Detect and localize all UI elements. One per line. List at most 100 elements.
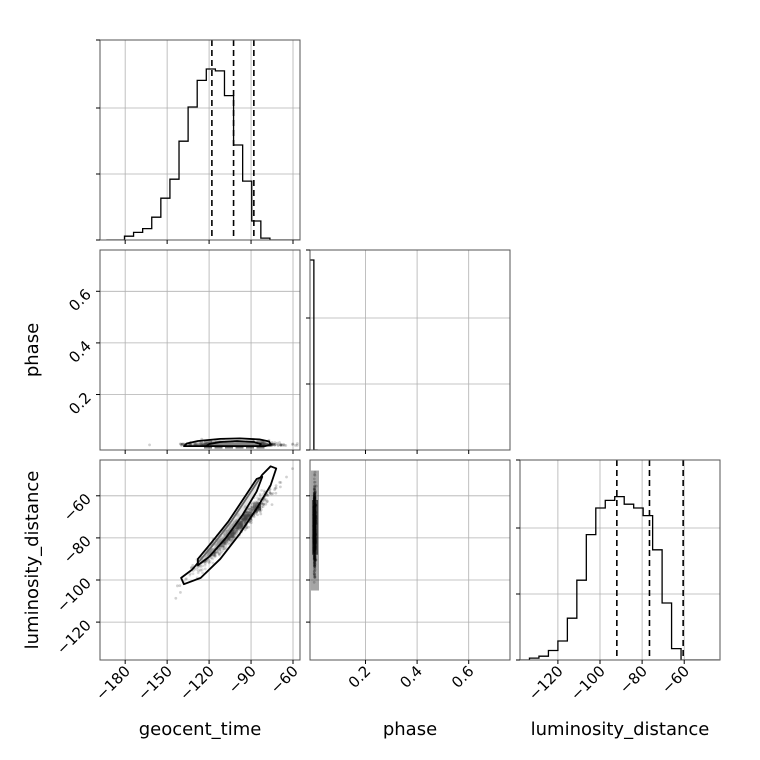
sample-point [218,548,222,552]
sample-point [313,569,316,573]
sample-point [233,531,237,535]
sample-point [256,496,260,500]
sample-point [241,518,244,521]
sample-point [222,547,226,551]
sample-point [313,494,316,498]
x-tick-label-3: −90 [225,662,260,697]
sample-point [313,563,317,567]
sample-point [279,443,283,447]
sample-point [313,569,316,573]
sample-point [215,550,219,554]
sample-point [313,496,316,499]
sample-point [219,547,222,551]
sample-point [243,519,247,523]
y-tick-label-1: 0.4 [65,337,95,367]
sample-point [227,538,231,541]
sample-point [312,495,316,499]
sample-point [291,442,295,446]
sample-point [313,558,317,562]
sample-point [313,554,316,558]
sample-point [264,442,268,446]
sample-point [234,530,238,533]
sample-point [313,574,316,577]
sample-point [227,537,231,541]
sample-point [179,590,182,594]
sample-point [313,494,316,498]
sample-point [217,551,221,555]
sample-point [265,500,269,504]
sample-point [313,555,317,559]
sample-point [221,547,225,551]
contour-level-2 [197,475,264,567]
sample-point [231,537,235,541]
sample-point [241,517,245,521]
sample-point [313,563,316,567]
sample-point [262,489,266,493]
sample-point [313,492,317,495]
sample-point [193,442,197,446]
sample-point [233,531,237,535]
sample-point [174,596,178,600]
sample-point [250,508,254,512]
sample-point [219,551,223,555]
sample-point [313,555,317,559]
sample-point [190,566,193,569]
sample-point [274,491,278,495]
sample-point [313,556,316,560]
axes-frame [99,459,301,661]
sample-point [314,558,318,562]
sample-point [282,442,286,446]
sample-point [312,564,316,567]
x-axis-label-luminosity_distance: luminosity_distance [531,719,710,740]
sample-point [225,538,229,542]
sample-point [249,521,253,525]
sample-point [313,497,317,500]
sample-point [272,442,276,446]
sample-point [257,498,260,502]
sample-point [278,441,281,444]
sample-point [227,542,231,546]
sample-point [313,484,316,488]
axes-frame [309,459,511,661]
sample-point [221,549,225,552]
sample-point [279,444,283,447]
sample-point [241,517,245,521]
sample-point [313,564,317,568]
sample-point [312,557,316,561]
sample-point [200,568,204,572]
sample-point [241,516,245,520]
sample-point [242,521,246,525]
sample-point [148,443,151,447]
sample-point [313,572,316,576]
sample-point [295,443,299,447]
sample-point [313,564,316,568]
sample-point [229,538,233,542]
x-tick-label-1: −100 [567,662,609,704]
sample-point [313,491,316,495]
sample-point [216,550,220,554]
sample-point [210,556,213,560]
sample-point [279,443,282,447]
sample-point [196,565,199,569]
sample-point [250,509,254,512]
sample-point [312,580,316,584]
sample-point [312,561,316,565]
sample-point [313,470,317,474]
sample-point [313,555,317,558]
sample-point [243,519,246,522]
sample-point [233,528,237,532]
sample-point [268,490,272,494]
sample-point [312,554,316,558]
sample-point [228,537,231,541]
x-tick-label-0: −120 [525,662,567,704]
sample-point [312,487,316,491]
sample-point [199,443,203,446]
sample-point [259,512,263,516]
sample-point [313,494,316,498]
sample-point [313,561,317,565]
sample-point [203,567,207,571]
sample-point [181,442,184,446]
sample-point [233,531,236,535]
sample-point [271,442,275,446]
sample-point [198,442,201,446]
